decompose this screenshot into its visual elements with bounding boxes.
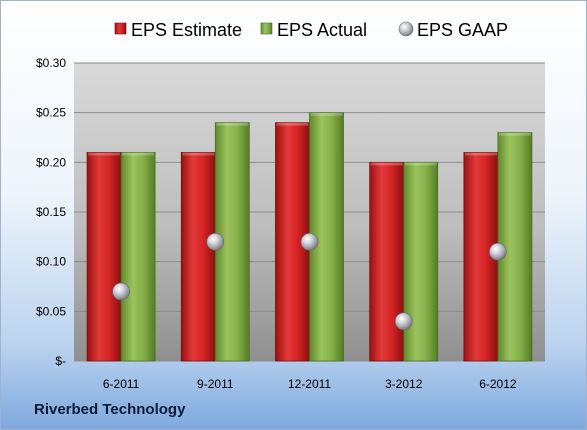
bar-highlight — [276, 122, 309, 126]
x-tick-label: 3-2012 — [385, 377, 423, 391]
y-tick-label: $0.10 — [36, 255, 66, 269]
bar-highlight — [88, 152, 121, 156]
legend-swatch-eps-gaap — [398, 21, 414, 37]
marker-eps-gaap — [489, 242, 507, 261]
bar-highlight — [182, 152, 215, 156]
y-tick-label: $0.15 — [36, 205, 66, 219]
bar-highlight — [310, 112, 343, 116]
legend-swatch-eps-actual — [260, 22, 273, 35]
y-tick-label: $0.25 — [36, 106, 66, 120]
bar-eps-actual — [120, 151, 156, 362]
x-tick-label: 6-2011 — [103, 377, 140, 391]
bar-eps-estimate — [369, 161, 405, 362]
bar-highlight — [464, 152, 497, 156]
bar-highlight — [216, 122, 249, 126]
bar-highlight — [498, 132, 531, 136]
bar-eps-actual — [403, 161, 439, 362]
legend-label: EPS GAAP — [417, 20, 508, 40]
x-tick-label: 12-2011 — [288, 377, 331, 391]
bar-highlight — [404, 162, 437, 166]
x-tick-label: 9-2011 — [197, 377, 234, 391]
legend: EPS Estimate EPS Actual EPS GAAP — [114, 20, 508, 40]
legend-label: EPS Actual — [277, 20, 367, 40]
gaap-markers — [112, 233, 507, 331]
bar-eps-estimate — [180, 151, 216, 362]
x-axis-labels: 6-2011 9-2011 12-2011 3-2012 6-2012 — [103, 377, 517, 391]
company-label: Riverbed Technology — [34, 401, 186, 418]
x-tick-label: 6-2012 — [479, 377, 517, 391]
legend-label: EPS Estimate — [131, 20, 242, 40]
y-tick-label: $0.20 — [36, 155, 66, 169]
bar-highlight — [122, 152, 155, 156]
marker-eps-gaap — [206, 233, 225, 251]
y-axis-labels: $- $0.05 $0.10 $0.15 $0.20 $0.25 $0.30 — [36, 56, 66, 368]
y-tick-label: $0.05 — [36, 304, 66, 318]
legend-swatch-eps-estimate — [114, 22, 127, 35]
marker-eps-gaap — [300, 233, 319, 251]
y-tick-label: $- — [55, 354, 66, 368]
marker-eps-gaap — [112, 282, 130, 301]
marker-eps-gaap — [394, 312, 413, 331]
bar-eps-estimate — [86, 151, 122, 362]
bar-highlight — [370, 162, 403, 166]
y-tick-label: $0.30 — [36, 56, 66, 70]
